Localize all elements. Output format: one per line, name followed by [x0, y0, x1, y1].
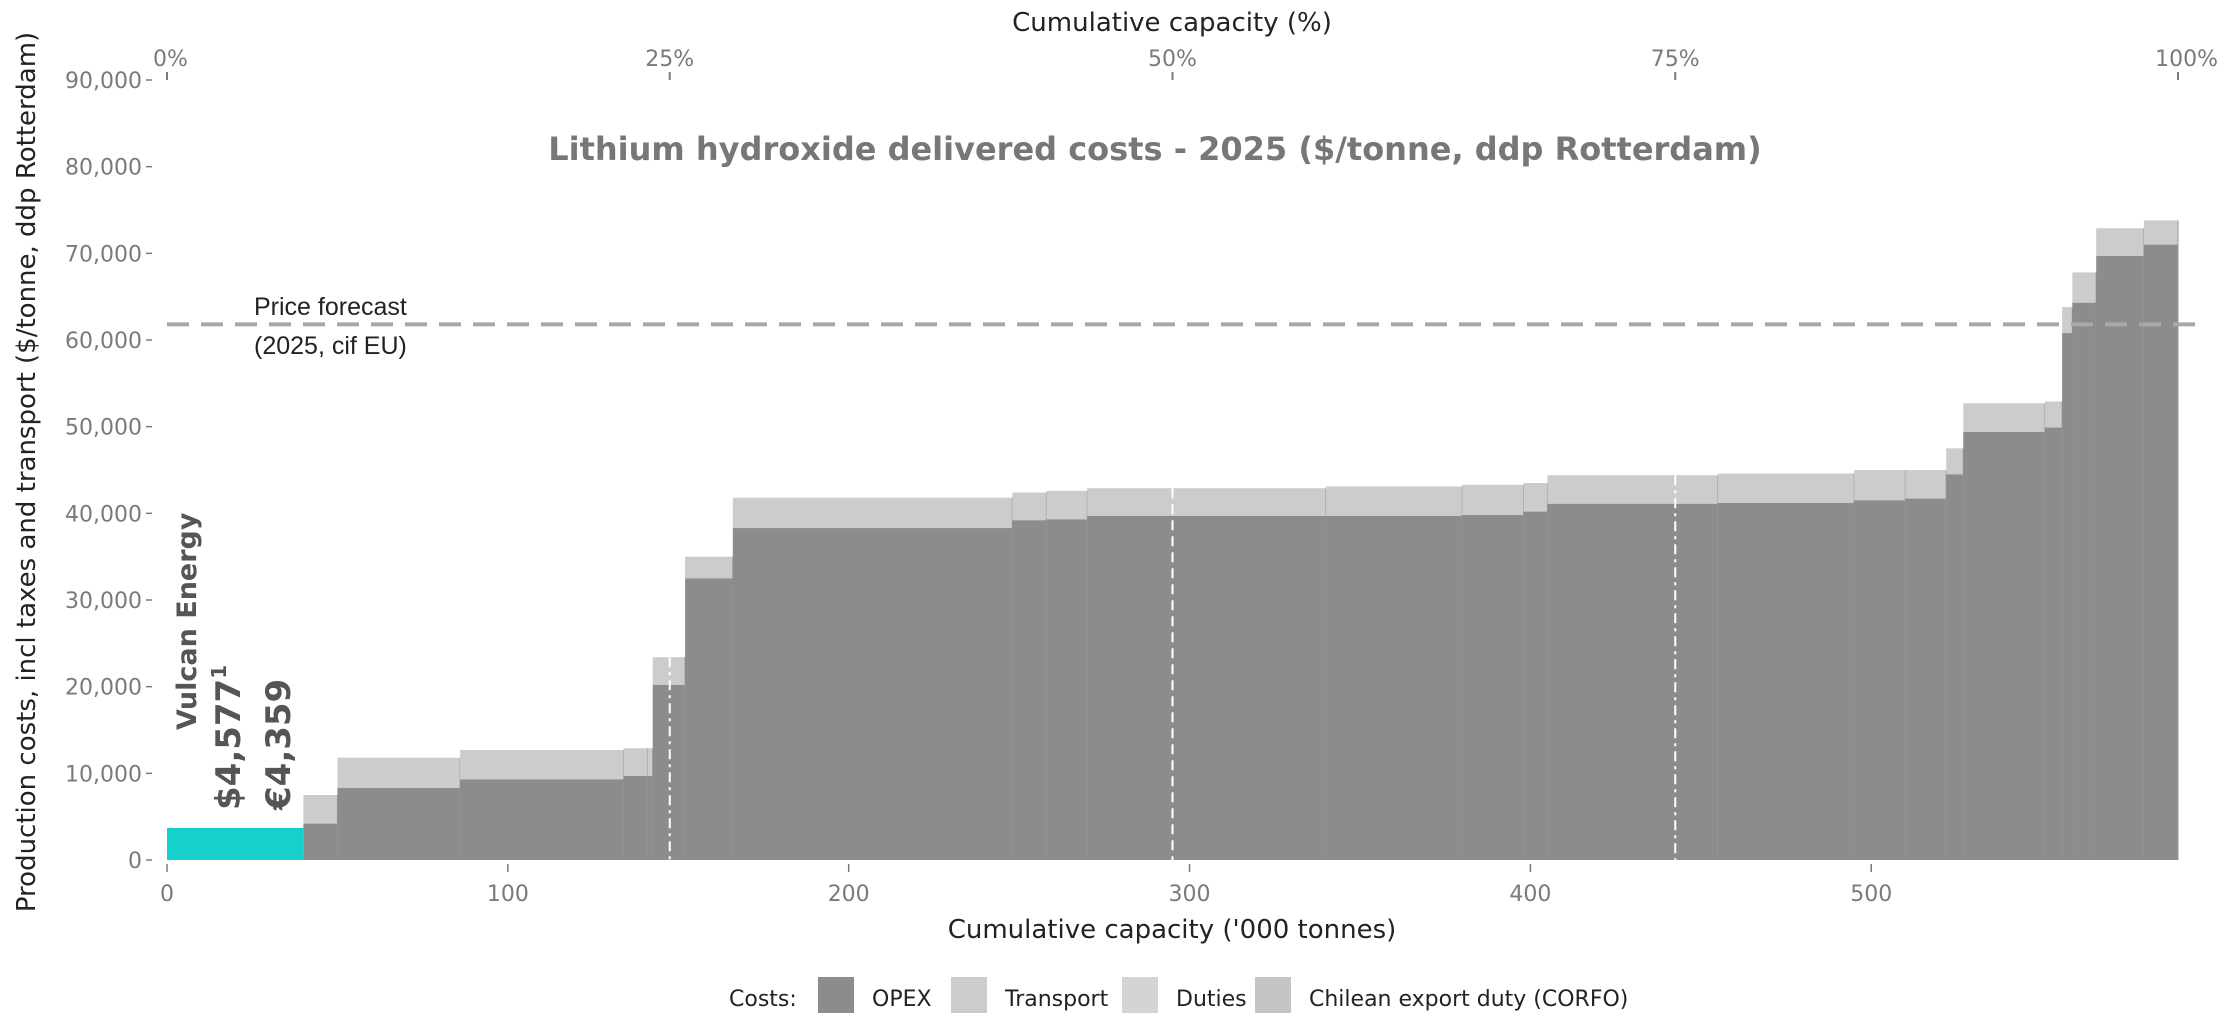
vulcan-eur-label: €4,359	[259, 679, 299, 811]
bar-opex-16	[1854, 500, 1906, 860]
y-tick-label-4: 40,000	[65, 502, 142, 527]
price-forecast-label: Price forecast	[254, 293, 407, 321]
legend-swatch-corfo	[1255, 977, 1291, 1013]
x2-tick-label-0: 0%	[153, 47, 188, 72]
bar-transport-23	[2096, 228, 2144, 256]
vulcan-energy-bar-group	[167, 827, 304, 860]
y-tick-label-8: 80,000	[65, 156, 142, 181]
bar-transport-2	[460, 749, 624, 780]
bar-transport-8	[1012, 492, 1047, 521]
x-tick-label-3: 300	[1169, 882, 1211, 907]
vulcan-energy-label: Vulcan Energy	[172, 512, 203, 730]
bar-opex-11	[1325, 515, 1463, 860]
legend-swatch-transport	[951, 977, 987, 1013]
bar-opex-24	[2143, 244, 2178, 860]
bar-opex-2	[460, 779, 624, 860]
x-tick-label-2: 200	[828, 882, 870, 907]
bar-opex-18	[1946, 474, 1964, 860]
bar-transport-24	[2143, 220, 2178, 245]
legend: Costs: OPEX Transport Duties Chilean exp…	[729, 977, 1628, 1013]
legend-swatch-opex	[818, 977, 854, 1013]
bar-transport-16	[1854, 470, 1906, 501]
quartile-lines	[668, 475, 1677, 860]
x2-tick-label-1: 25%	[645, 47, 694, 72]
bar-transport-4	[647, 748, 653, 776]
price-forecast-sublabel: (2025, cif EU)	[254, 332, 407, 360]
vulcan-energy-bar	[167, 827, 304, 860]
x-axis-title: Cumulative capacity ('000 tonnes)	[948, 915, 1397, 945]
y-tick-label-2: 20,000	[65, 676, 142, 701]
x-tick-label-0: 0	[160, 882, 174, 907]
y-axis: 0 10,000 20,000 30,000 40,000 50,000 60,000 70,…	[65, 69, 152, 874]
bar-opex-1	[337, 788, 461, 860]
bar-transport-18	[1946, 448, 1964, 475]
bar-opex-4	[647, 775, 653, 860]
bar-transport-17	[1905, 470, 1947, 499]
bar-opex-6	[685, 578, 733, 860]
bar-transport-10	[1087, 488, 1326, 516]
bar-opex-20	[2045, 427, 2063, 860]
x-tick-label-4: 400	[1509, 882, 1551, 907]
bar-transport-19	[1963, 403, 2046, 432]
bar-transport-15	[1717, 473, 1855, 503]
x2-tick-label-4: 100%	[2155, 47, 2218, 72]
legend-label-transport: Transport	[1004, 987, 1109, 1012]
bar-opex-21	[2062, 333, 2073, 861]
x-tick-label-1: 100	[487, 882, 529, 907]
bar-opex-3	[623, 775, 648, 860]
vulcan-usd-value: $4,577	[209, 679, 249, 810]
bar-transport-20	[2045, 401, 2063, 428]
x-axis: 0 100 200 300 400 500	[160, 864, 1892, 907]
bar-transport-9	[1046, 490, 1088, 520]
bar-transport-0	[303, 795, 338, 824]
bar-opex-9	[1046, 519, 1088, 860]
legend-label-duties: Duties	[1176, 987, 1247, 1012]
vulcan-usd-footnote: 1	[207, 665, 231, 679]
y-tick-label-7: 70,000	[65, 242, 142, 267]
bar-opex-10	[1087, 515, 1326, 860]
bar-opex-19	[1963, 431, 2046, 860]
bar-transport-12	[1462, 484, 1524, 516]
bar-transport-7	[732, 497, 1013, 529]
bar-transport-11	[1325, 486, 1463, 516]
bar-opex-12	[1462, 515, 1524, 860]
y-tick-label-9: 90,000	[65, 69, 142, 94]
bar-transport-22	[2072, 272, 2097, 303]
y-tick-label-6: 60,000	[65, 329, 142, 354]
cost-bars	[303, 220, 2179, 861]
y-tick-label-3: 30,000	[65, 589, 142, 614]
bar-transport-21	[2062, 307, 2073, 334]
x2-tick-label-3: 75%	[1651, 47, 1700, 72]
legend-label-corfo: Chilean export duty (CORFO)	[1309, 987, 1628, 1012]
chart-title: Lithium hydroxide delivered costs - 2025…	[548, 130, 1762, 168]
y-tick-label-1: 10,000	[65, 762, 142, 787]
top-axis-title: Cumulative capacity (%)	[1012, 8, 1332, 38]
bar-transport-14	[1547, 475, 1718, 504]
bar-opex-22	[2072, 302, 2097, 860]
bar-opex-13	[1523, 511, 1548, 860]
bar-opex-15	[1717, 502, 1855, 860]
bar-transport-3	[623, 748, 648, 776]
bar-transport-6	[685, 556, 733, 579]
legend-label-opex: OPEX	[872, 987, 932, 1012]
y-tick-label-0: 0	[128, 849, 142, 874]
bar-transport-13	[1523, 483, 1548, 512]
y-tick-label-5: 50,000	[65, 416, 142, 441]
x-tick-label-5: 500	[1850, 882, 1892, 907]
legend-title: Costs:	[729, 987, 797, 1012]
y-axis-title: Production costs, incl taxes and transpo…	[12, 32, 42, 912]
bar-transport-1	[337, 757, 461, 789]
bar-opex-8	[1012, 520, 1047, 860]
bar-opex-23	[2096, 255, 2144, 860]
bar-opex-17	[1905, 498, 1947, 860]
bar-opex-0	[303, 823, 338, 860]
bar-opex-14	[1547, 503, 1718, 860]
vulcan-usd-label: $4,5771	[207, 665, 249, 810]
bar-opex-7	[732, 528, 1013, 860]
top-x-axis: 0% 25% 50% 75% 100%	[153, 47, 2218, 80]
x2-tick-label-2: 50%	[1148, 47, 1197, 72]
legend-swatch-duties	[1122, 977, 1158, 1013]
